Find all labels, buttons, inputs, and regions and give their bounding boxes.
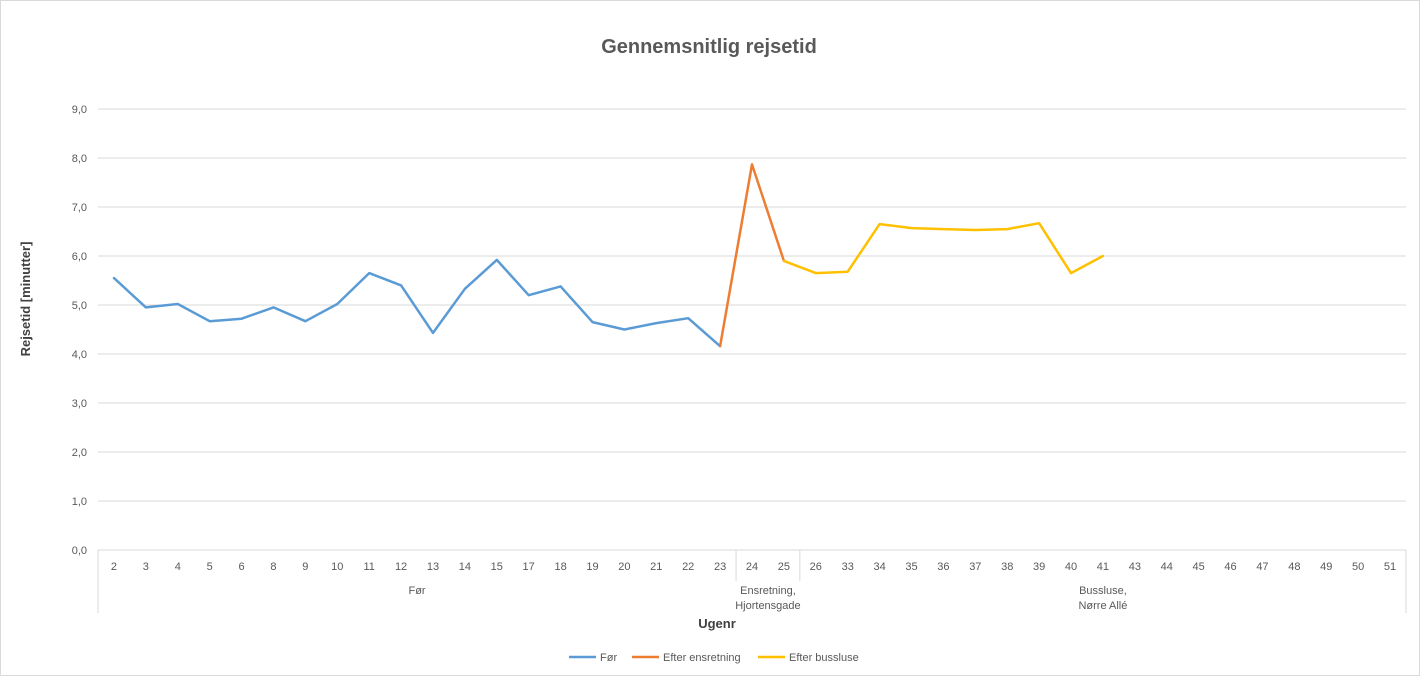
y-tick-label: 3,0 <box>72 398 87 410</box>
y-tick-label: 7,0 <box>72 202 87 214</box>
x-tick-label: 38 <box>1001 561 1013 573</box>
x-tick-label: 44 <box>1161 561 1173 573</box>
x-tick-label: 45 <box>1193 561 1205 573</box>
x-tick-label: 17 <box>523 561 535 573</box>
y-tick-label: 8,0 <box>72 153 87 165</box>
x-tick-label: 47 <box>1256 561 1268 573</box>
x-tick-label: 48 <box>1288 561 1300 573</box>
y-axis-title: Rejsetid [minutter] <box>18 242 33 357</box>
x-tick-label: 14 <box>459 561 471 573</box>
group-label: Ensretning, Hjortensgade <box>735 585 800 612</box>
x-tick-label: 43 <box>1129 561 1141 573</box>
x-tick-label: 41 <box>1097 561 1109 573</box>
y-tick-label: 0,0 <box>72 545 87 557</box>
x-tick-label: 50 <box>1352 561 1364 573</box>
x-tick-label: 34 <box>873 561 885 573</box>
legend: Før Efter ensretning Efter bussluse <box>569 652 859 664</box>
x-tick-label: 20 <box>618 561 630 573</box>
x-tick-label: 4 <box>175 561 181 573</box>
x-tick-label: 13 <box>427 561 439 573</box>
x-tick-label: 39 <box>1033 561 1045 573</box>
x-tick-label: 18 <box>554 561 566 573</box>
y-tick-label: 4,0 <box>72 349 87 361</box>
x-tick-label: 51 <box>1384 561 1396 573</box>
legend-label: Før <box>600 652 617 664</box>
chart-title: Gennemsnitlig rejsetid <box>601 36 817 58</box>
x-tick-label: 37 <box>969 561 981 573</box>
x-tick-label: 11 <box>363 561 374 573</box>
x-tick-label: 26 <box>810 561 822 573</box>
legend-label: Efter bussluse <box>789 652 859 664</box>
series-lines <box>112 163 1105 348</box>
x-tick-label: 19 <box>586 561 598 573</box>
y-tick-label: 1,0 <box>72 496 87 508</box>
x-tick-label: 22 <box>682 561 694 573</box>
x-axis-title: Ugenr <box>698 616 736 631</box>
series-line-3 <box>782 221 1105 275</box>
x-tick-label: 24 <box>746 561 758 573</box>
x-tick-label: 2 <box>111 561 117 573</box>
x-tick-label: 25 <box>778 561 790 573</box>
x-tick-label: 33 <box>842 561 854 573</box>
x-tick-label: 12 <box>395 561 407 573</box>
x-tick-label: 49 <box>1320 561 1332 573</box>
x-tick-label: 35 <box>905 561 917 573</box>
y-tick-label: 6,0 <box>72 251 87 263</box>
x-tick-label: 40 <box>1065 561 1077 573</box>
x-tick-label: 21 <box>650 561 662 573</box>
y-axis-ticks: 0,0 1,0 2,0 3,0 4,0 5,0 6,0 7,0 8,0 9,0 <box>72 104 87 557</box>
y-tick-label: 2,0 <box>72 447 87 459</box>
y-tick-label: 9,0 <box>72 104 87 116</box>
x-axis: 2 3 4 5 6 8 9 10 11 12 13 14 15 17 18 19 20 21 22 23 24 25 26 3… <box>97 550 1407 613</box>
x-tick-label: 3 <box>143 561 149 573</box>
x-tick-label: 9 <box>302 561 308 573</box>
x-tick-label: 5 <box>207 561 213 573</box>
group-label: Før <box>408 585 425 597</box>
y-tick-label: 5,0 <box>72 300 87 312</box>
x-tick-label: 10 <box>331 561 343 573</box>
series-line-2 <box>718 163 786 348</box>
x-tick-label: 46 <box>1224 561 1236 573</box>
legend-label: Efter ensretning <box>663 652 741 664</box>
x-tick-label: 23 <box>714 561 726 573</box>
series-line-1 <box>112 258 722 348</box>
group-label: Bussluse, Nørre Allé <box>1078 585 1127 612</box>
gridlines <box>98 108 1406 551</box>
x-tick-label: 15 <box>491 561 503 573</box>
x-tick-label: 8 <box>270 561 276 573</box>
x-tick-label: 36 <box>937 561 949 573</box>
x-tick-label: 6 <box>238 561 244 573</box>
